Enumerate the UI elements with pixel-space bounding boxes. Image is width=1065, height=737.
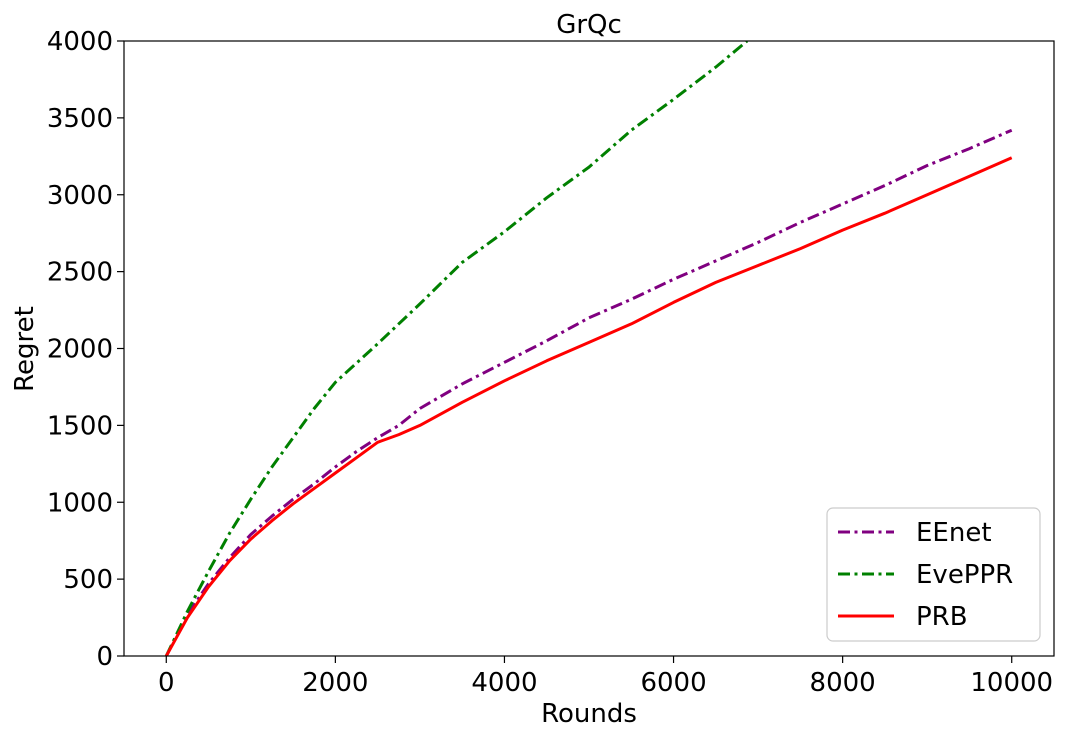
y-tick-label: 3500 [47, 104, 113, 134]
chart-title: GrQc [556, 10, 622, 40]
series-line-eveppr [164, 41, 749, 656]
legend-label-prb: PRB [916, 602, 968, 632]
y-tick-label: 0 [96, 642, 113, 672]
y-tick-label: 2500 [47, 258, 113, 288]
y-tick-label: 1500 [47, 411, 113, 441]
x-tick-label: 4000 [471, 668, 537, 698]
legend: EEnet EvePPR PRB [826, 507, 1041, 642]
series-line-prb [164, 156, 1013, 656]
y-axis-label: Regret [10, 306, 40, 392]
y-axis: 0 500 1000 1500 2000 2500 3000 3500 4000 [47, 27, 124, 672]
y-tick-label: 500 [63, 565, 113, 595]
x-axis-label: Rounds [541, 699, 637, 729]
legend-label-eenet: EEnet [916, 518, 992, 548]
series-layer [164, 41, 1013, 656]
y-tick-label: 2000 [47, 335, 113, 365]
y-tick-label: 4000 [47, 27, 113, 57]
x-tick-label: 2000 [302, 668, 368, 698]
legend-box [826, 507, 1041, 642]
x-tick-label: 10000 [970, 668, 1053, 698]
x-tick-label: 0 [158, 668, 175, 698]
y-tick-label: 1000 [47, 488, 113, 518]
series-line-eenet [164, 128, 1013, 656]
x-tick-label: 6000 [640, 668, 706, 698]
x-axis: 0 2000 4000 6000 8000 10000 [158, 656, 1053, 698]
y-tick-label: 3000 [47, 181, 113, 211]
legend-label-eveppr: EvePPR [916, 560, 1013, 590]
x-tick-label: 8000 [810, 668, 876, 698]
